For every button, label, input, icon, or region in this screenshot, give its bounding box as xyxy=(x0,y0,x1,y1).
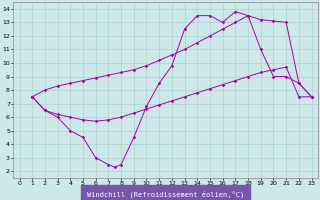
X-axis label: Windchill (Refroidissement éolien,°C): Windchill (Refroidissement éolien,°C) xyxy=(87,190,244,198)
